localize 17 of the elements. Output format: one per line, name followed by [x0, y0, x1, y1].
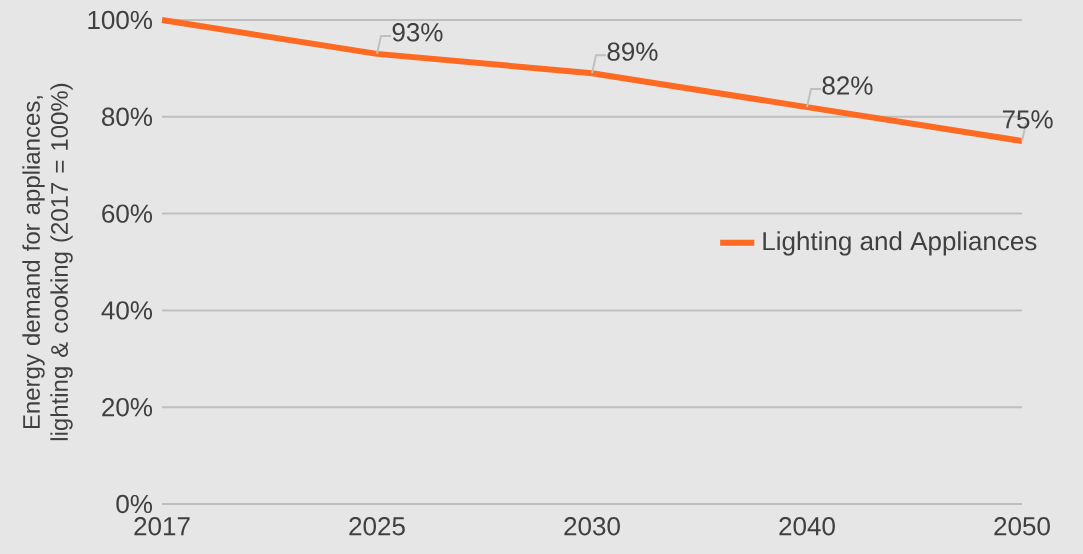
- data-label: 93%: [392, 23, 443, 42]
- legend-label: Lighting and Appliances: [763, 231, 1037, 256]
- y-tick-label: 20%: [102, 397, 153, 417]
- x-tick-label: 2050: [994, 517, 1050, 536]
- data-label: 82%: [822, 76, 873, 95]
- x-tick-label: 2017: [134, 517, 190, 536]
- y-tick-label: 40%: [101, 301, 153, 320]
- y-tick-label: 60%: [102, 204, 153, 223]
- x-tick-label: 2040: [779, 517, 835, 536]
- data-label: 75%: [1002, 110, 1053, 129]
- y-tick-label: 100%: [88, 10, 153, 30]
- data-label: 89%: [607, 42, 658, 61]
- y-tick-label: 0%: [116, 494, 153, 514]
- x-tick-label: 2030: [564, 517, 620, 536]
- y-axis-title: Energy demand for appliances, lighting & cooking (2017 = 100%): [22, 83, 73, 441]
- x-tick-label: 2025: [349, 517, 405, 536]
- y-tick-label: 80%: [102, 107, 153, 126]
